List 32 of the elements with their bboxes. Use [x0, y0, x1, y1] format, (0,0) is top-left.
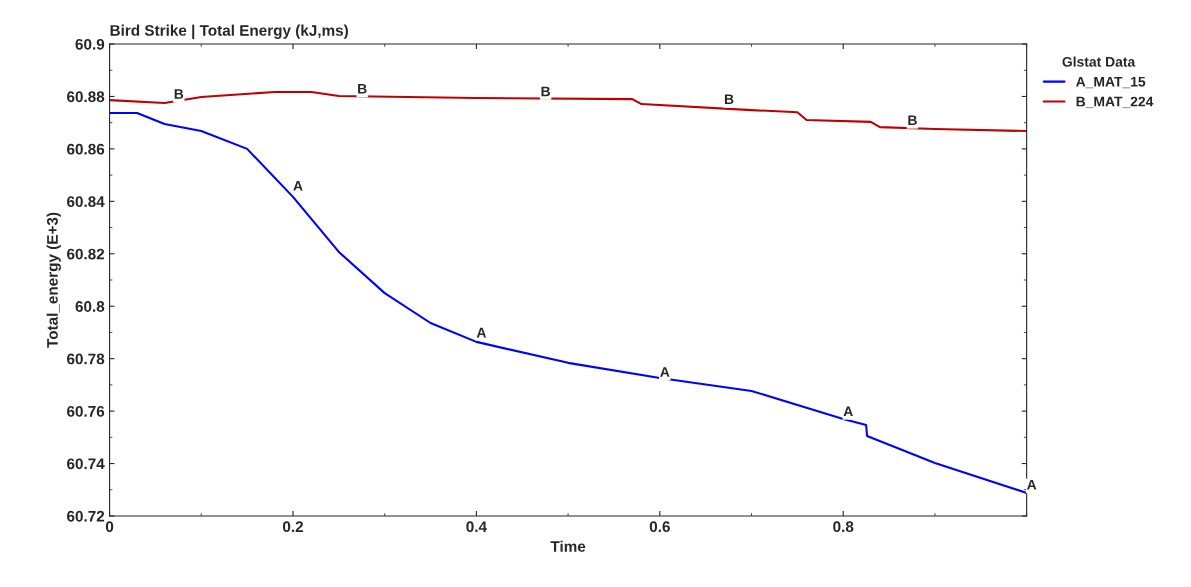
y-tick-label: 60.78 [67, 353, 105, 365]
legend-label: A_MAT_15 [1076, 76, 1146, 89]
annotation: B [541, 86, 550, 97]
y-tick-label: 60.88 [67, 91, 105, 103]
y-axis-title: Total_energy (E+3) [46, 212, 61, 348]
annotation: B [724, 94, 734, 105]
y-tick-label: 60.82 [67, 248, 105, 260]
legend-title: Glstat Data [1062, 56, 1136, 67]
y-tick-label: 60.76 [67, 405, 105, 417]
annotation: A [843, 406, 853, 417]
x-tick-label: 0 [105, 521, 114, 533]
y-tick-label: 60.9 [75, 38, 105, 50]
annotation: B [358, 84, 367, 94]
annotation: A [293, 181, 303, 191]
x-tick-label: 0.2 [282, 521, 303, 533]
annotation: B [174, 89, 184, 99]
annotation: B [908, 115, 917, 126]
y-tick-label: 60.72 [67, 510, 105, 522]
x-tick-label: 0.8 [833, 521, 854, 533]
annotation: A [476, 327, 487, 338]
y-tick-label: 60.8 [75, 301, 105, 312]
y-tick-label: 60.84 [67, 196, 105, 208]
annotation: A [1026, 479, 1037, 490]
y-tick-label: 60.74 [67, 458, 105, 470]
x-axis-title: Time [550, 540, 586, 552]
legend-label: B_MAT_224 [1076, 96, 1154, 109]
chart-title: Bird Strike | Total Energy (kJ,ms) [110, 24, 348, 40]
line-series [109, 111, 1027, 494]
annotation: A [660, 367, 670, 377]
x-tick-label: 0.6 [649, 521, 670, 533]
x-tick-label: 0.4 [466, 521, 487, 533]
y-tick-label: 60.86 [67, 143, 105, 155]
